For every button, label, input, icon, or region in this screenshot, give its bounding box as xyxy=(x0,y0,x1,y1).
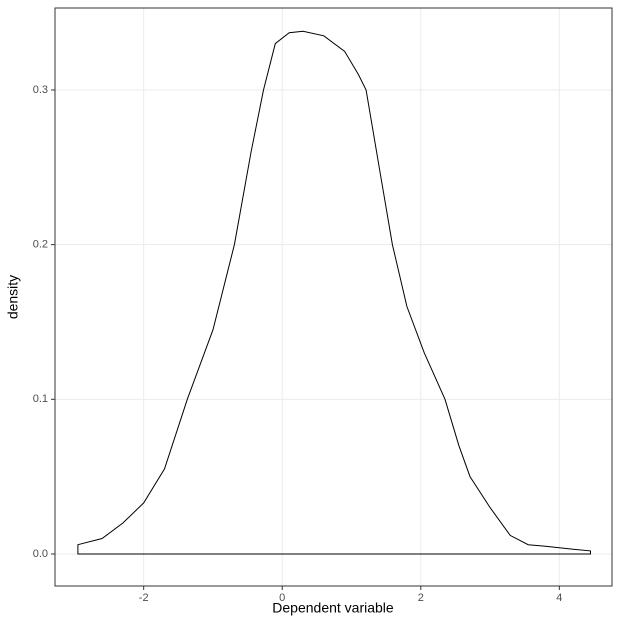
y-tick-label: 0.3 xyxy=(33,84,48,96)
x-tick-label: 0 xyxy=(279,592,285,604)
y-tick-label: 0.0 xyxy=(33,548,48,560)
y-axis-title: density xyxy=(5,275,21,319)
y-tick-label: 0.1 xyxy=(33,393,48,405)
y-tick-label: 0.2 xyxy=(33,239,48,251)
panel-border xyxy=(54,7,613,587)
x-tick-label: 4 xyxy=(556,592,562,604)
x-tick-label: -2 xyxy=(139,592,149,604)
density-curve xyxy=(77,30,591,555)
x-tick-label: 2 xyxy=(418,592,424,604)
x-axis-title: Dependent variable xyxy=(272,600,394,616)
